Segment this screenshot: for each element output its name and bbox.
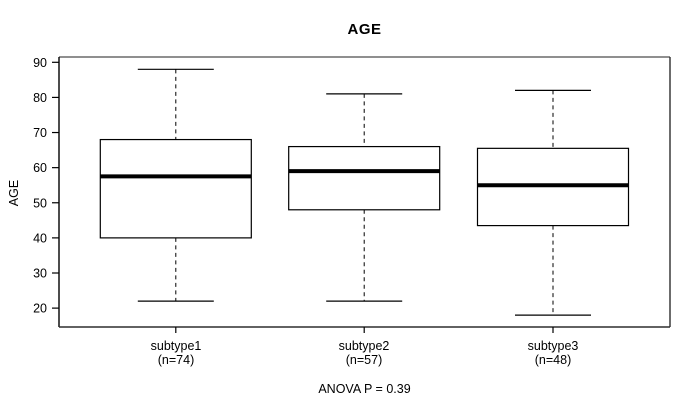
- group1-name: subtype1: [150, 339, 202, 353]
- y-tick-label: 30: [33, 267, 47, 281]
- group1-count: (n=74): [157, 353, 195, 367]
- iqr-box-subtype1: [99, 138, 252, 239]
- y-tick-label: 20: [33, 302, 47, 316]
- y-tick-label: 90: [33, 56, 47, 70]
- y-tick-label: 80: [33, 91, 47, 105]
- group3-count: (n=48): [534, 353, 572, 367]
- chart-title: AGE: [347, 21, 382, 38]
- y-tick-label: 60: [33, 161, 47, 175]
- group2-name: subtype2: [338, 339, 390, 353]
- anova-p-annotation: ANOVA P = 0.39: [318, 382, 411, 396]
- y-tick-label: 50: [33, 196, 47, 210]
- group2-count: (n=57): [345, 353, 383, 367]
- y-tick-label: 40: [33, 231, 47, 245]
- x-axis-label-group2: subtype2 (n=57): [279, 340, 449, 367]
- y-tick-label: 70: [33, 126, 47, 140]
- group3-name: subtype3: [527, 339, 579, 353]
- iqr-box-subtype2: [288, 145, 441, 211]
- x-axis-label-group3: subtype3 (n=48): [468, 340, 638, 367]
- x-axis-label-group1: subtype1 (n=74): [91, 340, 261, 367]
